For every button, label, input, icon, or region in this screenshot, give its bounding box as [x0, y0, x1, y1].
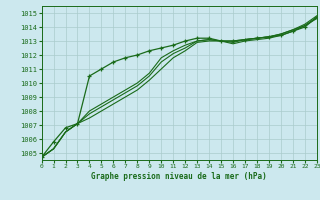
X-axis label: Graphe pression niveau de la mer (hPa): Graphe pression niveau de la mer (hPa) [91, 172, 267, 181]
